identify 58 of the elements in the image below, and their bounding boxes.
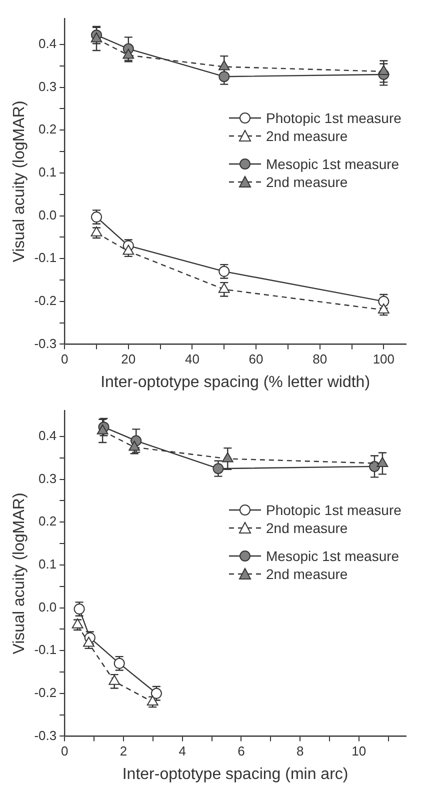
- x-tick-label: 0: [60, 352, 68, 367]
- x-tick-label: 60: [248, 352, 264, 367]
- legend-label: 2nd measure: [266, 128, 348, 144]
- x-axis-title: Inter-optotype spacing (% letter width): [100, 374, 370, 391]
- y-tick-label: -0.3: [34, 336, 57, 351]
- y-tick-label: 0.1: [38, 556, 57, 572]
- y-axis-title: Visual acuity (logMAR): [11, 100, 28, 262]
- y-tick-label: -0.1: [34, 250, 57, 266]
- y-tick-label: 0.3: [38, 470, 57, 486]
- point: [376, 456, 388, 467]
- point: [218, 60, 230, 70]
- x-tick-label: 20: [121, 352, 136, 367]
- y-tick-label: 0.4: [38, 428, 57, 444]
- x-tick-label: 80: [312, 352, 328, 367]
- x-tick-label: 2: [120, 744, 128, 759]
- y-tick-label: -0.2: [34, 292, 57, 308]
- point: [122, 48, 134, 59]
- y-tick-label: 0.2: [38, 122, 57, 137]
- y-tick-label: 0.0: [38, 599, 57, 614]
- legend-label: 2nd measure: [266, 566, 348, 582]
- point: [83, 636, 94, 647]
- x-tick-label: 10: [352, 744, 366, 759]
- y-tick-label: -0.1: [34, 642, 57, 658]
- point: [108, 674, 120, 685]
- legend-label: Mesopic 1st measure: [266, 548, 400, 564]
- y-tick-label: -0.3: [34, 728, 57, 743]
- y-tick-label: 0.0: [38, 207, 57, 222]
- x-axis-title: Inter-optotype spacing (min arc): [122, 766, 348, 783]
- x-tick-label: 4: [178, 744, 186, 759]
- point: [128, 440, 140, 451]
- x-tick-label: 40: [184, 352, 200, 367]
- point: [378, 303, 390, 314]
- y-tick-label: -0.2: [34, 684, 57, 700]
- y-axis-title: Visual acuity (logMAR): [11, 492, 28, 654]
- point: [90, 226, 102, 236]
- x-tick-label: 100: [372, 352, 395, 367]
- point: [122, 244, 134, 255]
- point: [222, 452, 234, 462]
- point: [90, 32, 102, 42]
- point: [218, 282, 230, 293]
- legend-label: Mesopic 1st measure: [266, 156, 400, 172]
- legend-label: Photopic 1st measure: [266, 110, 402, 126]
- point: [72, 618, 84, 628]
- point: [96, 424, 108, 434]
- legend-label: 2nd measure: [266, 174, 348, 190]
- point: [218, 71, 230, 82]
- legend-label: Photopic 1st measure: [266, 502, 402, 518]
- y-tick-label: 0.2: [38, 514, 57, 529]
- y-tick-label: 0.4: [38, 36, 57, 52]
- x-tick-label: 0: [60, 744, 68, 759]
- y-tick-label: 0.1: [38, 164, 57, 180]
- point: [378, 64, 390, 75]
- x-tick-label: 8: [296, 744, 304, 759]
- legend-label: 2nd measure: [266, 520, 348, 536]
- point: [212, 463, 224, 474]
- y-tick-label: 0.3: [38, 78, 57, 94]
- point: [146, 695, 158, 706]
- x-tick-label: 6: [238, 744, 245, 759]
